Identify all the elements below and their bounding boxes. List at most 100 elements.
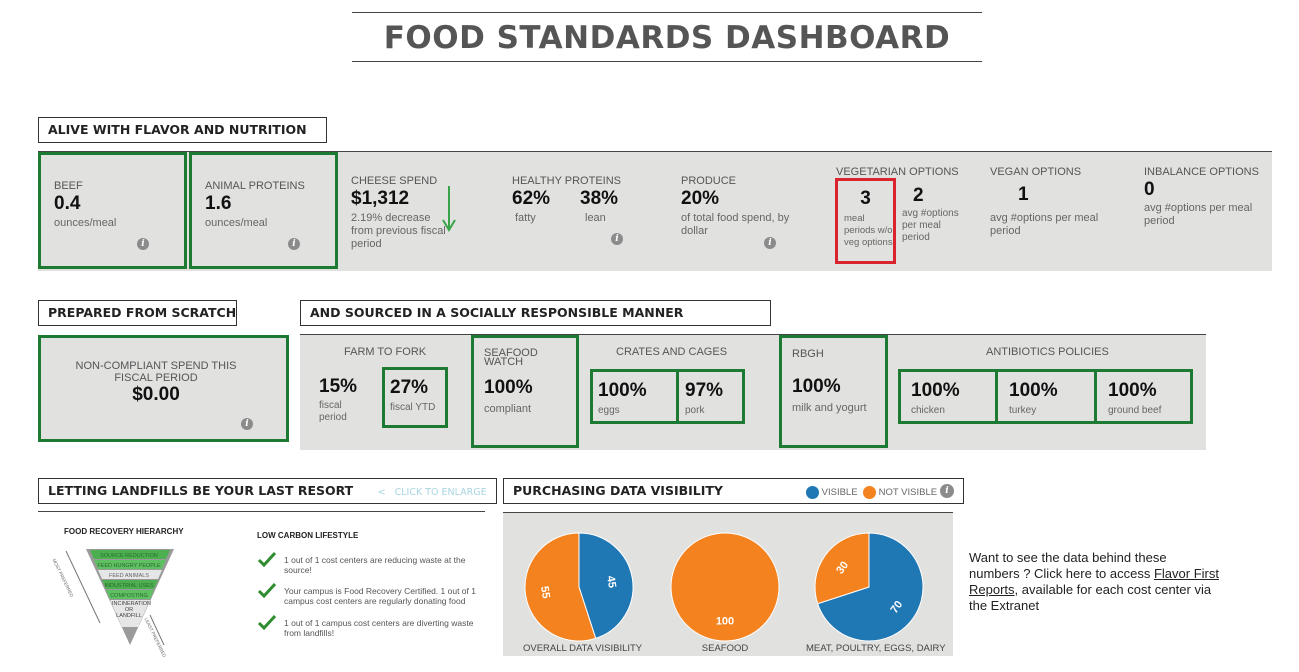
visibility-pie-charts: 45 55 100 70 30	[524, 532, 924, 642]
animal-proteins-value: 1.6	[205, 193, 232, 214]
cheese-spend-card[interactable]: CHEESE SPEND $1,312 2.19% decrease from …	[343, 152, 493, 269]
beef-value: 0.4	[54, 193, 81, 214]
antibiotics-chicken-value: 100%	[911, 380, 960, 401]
veg-avg-value: 2	[913, 185, 924, 206]
pie-slice-visible[interactable]	[578, 532, 634, 639]
produce-value: 20%	[681, 188, 720, 209]
rbgh-label: RBGH	[792, 348, 824, 360]
rbgh-value: 100%	[792, 376, 841, 397]
click-to-enlarge-text: CLICK TO ENLARGE	[394, 487, 487, 498]
legend-not-visible-label: NOT VISIBLE	[878, 487, 938, 499]
social-band	[300, 335, 1206, 450]
inbalance-options-label: INBALANCE OPTIONS	[1144, 166, 1259, 178]
divider	[38, 151, 1272, 152]
pie-caption-overall: OVERALL DATA VISIBILITY	[523, 643, 643, 654]
section-scratch-label: PREPARED FROM SCRATCH	[38, 300, 237, 326]
crates-pork-label: pork	[685, 405, 705, 416]
hierarchy-level: INCINERATION OR LANDFILL	[112, 601, 152, 619]
divider	[1094, 369, 1097, 424]
hierarchy-level: FEED ANIMALS	[108, 573, 150, 579]
farm-fiscal-value: 15%	[319, 376, 358, 397]
crates-eggs-label: eggs	[598, 405, 620, 416]
healthy-lean-value: 38%	[580, 188, 619, 209]
pie-slice-not-visible[interactable]	[670, 532, 780, 642]
info-icon[interactable]: i	[241, 418, 253, 430]
antibiotics-label: ANTIBIOTICS POLICIES	[986, 346, 1109, 358]
healthy-proteins-card[interactable]: HEALTHY PROTEINS 62% fatty 38% lean i	[505, 152, 635, 269]
produce-card[interactable]: PRODUCE 20% of total food spend, by doll…	[674, 152, 794, 269]
legend-not-visible: NOT VISIBLE	[863, 486, 937, 499]
antibiotics-beef-value: 100%	[1108, 380, 1157, 401]
legend-visible-label: VISIBLE	[821, 487, 858, 499]
crates-pork-value: 97%	[685, 380, 724, 401]
flavor-first-reports-link[interactable]: Flavor First Reports	[969, 566, 1219, 597]
hierarchy-title: FOOD RECOVERY HIERARCHY	[64, 527, 184, 536]
vegan-options-card[interactable]: VEGAN OPTIONS 1 avg #options per meal pe…	[982, 152, 1130, 269]
legend-swatch-not-visible	[863, 486, 876, 499]
section-social-label: AND SOURCED IN A SOCIALLY RESPONSIBLE MA…	[300, 300, 771, 326]
hierarchy-level: FEED HUNGRY PEOPLE	[97, 563, 161, 569]
veg-avg-label: avg #options per meal period	[902, 208, 959, 243]
pie-slice-not-visible[interactable]	[814, 532, 870, 605]
checkmark-icon	[257, 614, 277, 630]
info-icon[interactable]: i	[940, 484, 954, 498]
pie-caption-meat: MEAT, POULTRY, EGGS, DAIRY	[806, 643, 946, 654]
seafood-watch-label: SEAFOOD WATCH	[484, 347, 538, 368]
low-carbon-item: 1 out of 1 cost centers are reducing was…	[284, 555, 466, 575]
low-carbon-title: LOW CARBON LIFESTYLE	[257, 531, 359, 540]
non-compliant-label: NON-COMPLIANT SPEND THIS FISCAL PERIOD	[75, 360, 237, 384]
produce-note: of total food spend, by dollar	[681, 212, 790, 237]
inbalance-options-value: 0	[1144, 179, 1155, 200]
inbalance-options-card[interactable]: INBALANCE OPTIONS 0 avg #options per mea…	[1137, 152, 1271, 269]
divider	[995, 369, 998, 424]
crates-eggs-value: 100%	[598, 380, 647, 401]
info-icon[interactable]: i	[288, 238, 300, 250]
antibiotics-card[interactable]: 100% chicken 100% turkey 100% ground bee…	[898, 369, 1193, 424]
pie-slice-visible[interactable]	[817, 532, 924, 642]
inbalance-options-note: avg #options per meal period	[1144, 202, 1253, 227]
divider	[300, 334, 1206, 335]
non-compliant-value: $0.00	[132, 384, 180, 405]
non-compliant-spend-card[interactable]: NON-COMPLIANT SPEND THIS FISCAL PERIOD $…	[38, 335, 289, 442]
veg-meal-periods-card[interactable]: 3 meal periods w/o veg options	[835, 178, 896, 264]
animal-proteins-card[interactable]: ANIMAL PROTEINS 1.6 ounces/meal i	[189, 152, 338, 269]
antibiotics-turkey-label: turkey	[1009, 405, 1037, 416]
hierarchy-levels: SOURCE REDUCTION FEED HUNGRY PEOPLE FEED…	[74, 551, 184, 619]
legend-visible: VISIBLE	[806, 486, 858, 499]
beef-card[interactable]: BEEF 0.4 ounces/meal i	[38, 152, 187, 269]
info-icon[interactable]: i	[137, 238, 149, 250]
info-icon[interactable]: i	[764, 237, 776, 249]
food-recovery-hierarchy-diagram[interactable]	[60, 545, 180, 650]
veg-meal-periods-value: 3	[860, 188, 871, 209]
vegetarian-options-label: VEGETARIAN OPTIONS	[836, 166, 959, 178]
pie-data-label: 45	[604, 575, 618, 589]
veg-meal-periods-label: meal periods w/o veg options	[844, 213, 893, 248]
healthy-proteins-label: HEALTHY PROTEINS	[512, 175, 622, 187]
antibiotics-chicken-label: chicken	[911, 405, 945, 416]
low-carbon-item: 1 out of 1 campus cost centers are diver…	[284, 618, 474, 638]
click-to-enlarge-link[interactable]: < CLICK TO ENLARGE >	[377, 487, 496, 498]
pie-data-label: 30	[834, 559, 851, 576]
rbgh-card[interactable]: RBGH 100% milk and yogurt	[779, 335, 888, 448]
seafood-watch-card[interactable]: SEAFOOD WATCH 100% compliant	[471, 335, 579, 448]
divider	[503, 512, 953, 513]
animal-proteins-unit: ounces/meal	[205, 217, 268, 229]
checkmark-icon	[257, 582, 277, 598]
dashboard-header: FOOD STANDARDS DASHBOARD	[352, 12, 982, 62]
farm-to-fork-label: FARM TO FORK	[344, 346, 427, 358]
farm-ytd-label: fiscal YTD	[390, 402, 436, 413]
cta-text: Want to see the data behind these number…	[969, 550, 1167, 581]
pie-slice-not-visible[interactable]	[524, 532, 597, 642]
farm-ytd-card[interactable]: 27% fiscal YTD	[382, 367, 448, 428]
pie-data-label: 70	[888, 599, 905, 616]
hierarchy-level: INDUSTRIAL USES	[104, 583, 154, 589]
page-title: FOOD STANDARDS DASHBOARD	[383, 20, 951, 56]
vegan-options-note: avg #options per meal period	[990, 212, 1099, 237]
vegan-options-value: 1	[1018, 184, 1029, 205]
divider	[38, 511, 485, 512]
crates-cages-card[interactable]: 100% eggs 97% pork	[590, 369, 745, 424]
hierarchy-level: SOURCE REDUCTION	[100, 553, 158, 559]
beef-unit: ounces/meal	[54, 217, 117, 229]
antibiotics-beef-label: ground beef	[1108, 405, 1162, 416]
info-icon[interactable]: i	[611, 233, 623, 245]
